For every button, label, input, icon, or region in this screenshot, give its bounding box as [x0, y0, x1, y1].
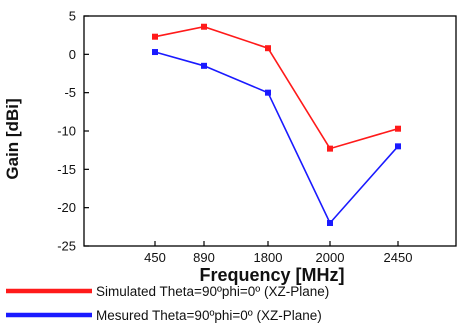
y-tick-label: -10	[57, 124, 76, 139]
y-axis-ticks: 5 0 -5 -10 -15 -20 -25	[57, 9, 89, 254]
series-lines	[152, 23, 401, 226]
y-tick-label: -15	[57, 162, 76, 177]
legend-label: Simulated Theta=90ºphi=0º (XZ-Plane)	[96, 284, 329, 299]
x-axis-label: Frequency [MHz]	[199, 265, 344, 285]
x-tick-label: 1800	[254, 250, 283, 265]
x-axis-ticks: 450 890 1800 2000 2450	[144, 241, 412, 265]
data-point	[152, 49, 158, 56]
legend-label: Mesured Theta=90ºphi=0º (XZ-Plane)	[96, 308, 322, 323]
series-line-2	[154, 51, 399, 225]
y-tick-label: -20	[57, 200, 76, 215]
data-point	[201, 23, 207, 30]
y-tick-label: -5	[64, 85, 76, 100]
data-point	[201, 62, 207, 69]
data-point	[152, 33, 158, 40]
data-point	[265, 45, 271, 52]
data-point	[395, 125, 401, 132]
y-tick-label: 5	[69, 9, 76, 24]
data-point	[395, 143, 401, 150]
x-tick-label: 2450	[384, 250, 413, 265]
x-tick-label: 890	[193, 250, 215, 265]
y-axis-label: Gain [dBi]	[3, 98, 22, 179]
data-point	[327, 220, 333, 226]
x-tick-label: 2000	[316, 250, 345, 265]
series-line-1	[154, 25, 399, 150]
y-tick-label: 0	[69, 47, 76, 62]
data-point	[327, 145, 333, 152]
legend: Simulated Theta=90ºphi=0º (XZ-Plane) Mesu…	[6, 284, 329, 323]
x-tick-label: 450	[144, 250, 166, 265]
data-point	[265, 89, 271, 96]
y-tick-label: -25	[57, 239, 76, 254]
